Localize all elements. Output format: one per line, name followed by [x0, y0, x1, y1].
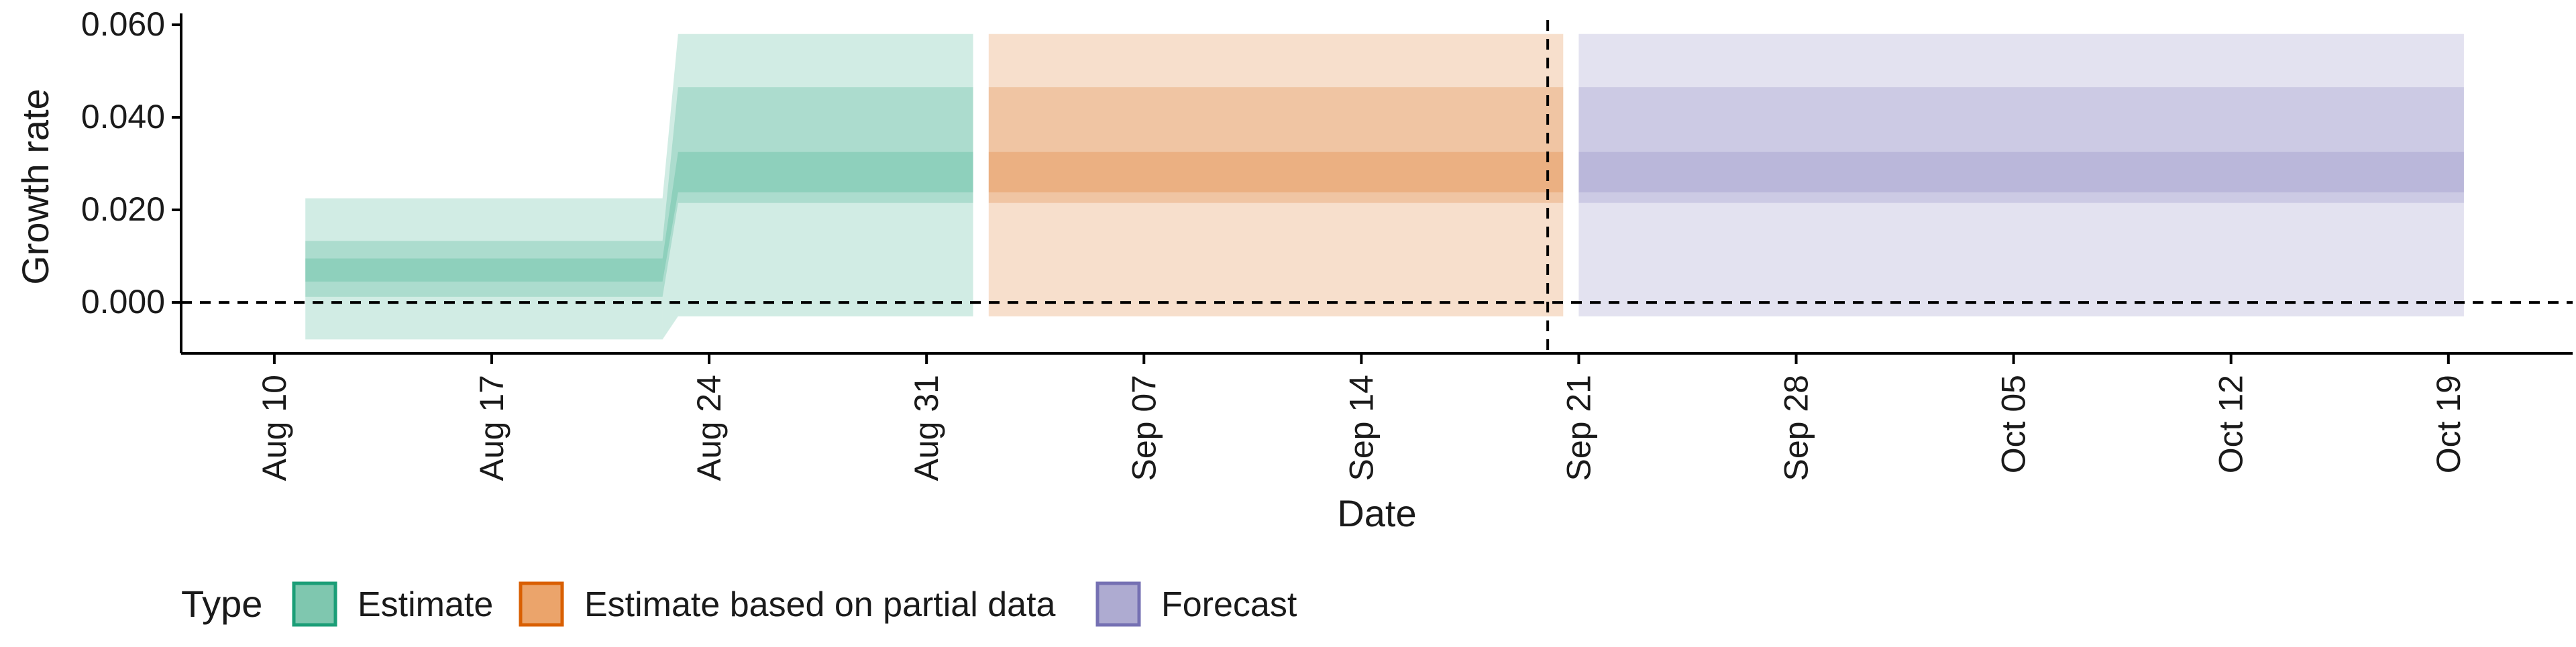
band-outer	[1578, 34, 2464, 316]
band-transition-middle	[662, 87, 678, 297]
x-tick-label: Aug 17	[473, 375, 511, 481]
legend: Type Estimate Estimate based on partial d…	[181, 581, 1297, 627]
band-middle	[305, 241, 663, 297]
y-tick-label: 0.020	[81, 190, 165, 228]
band-inner	[305, 258, 663, 282]
x-tick-label: Oct 12	[2212, 375, 2250, 473]
band-transition-outer	[662, 34, 678, 340]
y-tick-label: 0.040	[81, 98, 165, 135]
series-estimate	[305, 34, 973, 340]
x-tick-label: Sep 21	[1560, 375, 1597, 481]
y-axis-title: Growth rate	[14, 89, 56, 285]
y-tick-label: 0.000	[81, 283, 165, 320]
axes-layer: 0.000 0.020 0.040 0.060 Aug 10 Aug 17 Aug 24 Au…	[81, 5, 2573, 481]
x-tick-label: Sep 28	[1778, 375, 1815, 481]
legend-swatch	[519, 581, 564, 627]
x-tick-label: Aug 10	[256, 375, 293, 481]
x-tick-label: Oct 05	[1995, 375, 2033, 473]
band-middle	[1578, 87, 2464, 203]
legend-item: Estimate based on partial data	[519, 581, 1056, 627]
y-tick-label: 0.060	[81, 5, 165, 43]
band-outer	[988, 34, 1564, 316]
x-tick-label: Sep 14	[1342, 375, 1380, 481]
x-tick-label: Sep 07	[1125, 375, 1163, 481]
series-forecast	[1578, 34, 2464, 316]
legend-item: Estimate	[292, 581, 493, 627]
x-tick-label: Oct 19	[2430, 375, 2467, 473]
band-inner	[988, 152, 1564, 192]
legend-swatch	[292, 581, 337, 627]
band-outer	[678, 34, 973, 316]
legend-label: Estimate	[358, 585, 493, 624]
series-estimate-based-on-partial-data	[988, 34, 1564, 316]
band-inner	[678, 152, 973, 192]
x-tick-label: Aug 31	[908, 375, 945, 481]
legend-label: Forecast	[1161, 585, 1297, 624]
legend-item: Forecast	[1095, 581, 1297, 627]
band-transition-inner	[662, 152, 678, 282]
band-outer	[305, 198, 663, 340]
band-middle	[678, 87, 973, 203]
band-inner	[1578, 152, 2464, 192]
legend-title: Type	[181, 583, 262, 625]
bands-layer	[305, 34, 2464, 340]
reference-lines-layer	[181, 20, 2573, 353]
legend-swatch	[1095, 581, 1141, 627]
legend-label: Estimate based on partial data	[584, 585, 1056, 624]
x-axis-title: Date	[1337, 492, 1416, 534]
band-middle	[988, 87, 1564, 203]
x-tick-label: Aug 24	[690, 375, 728, 481]
